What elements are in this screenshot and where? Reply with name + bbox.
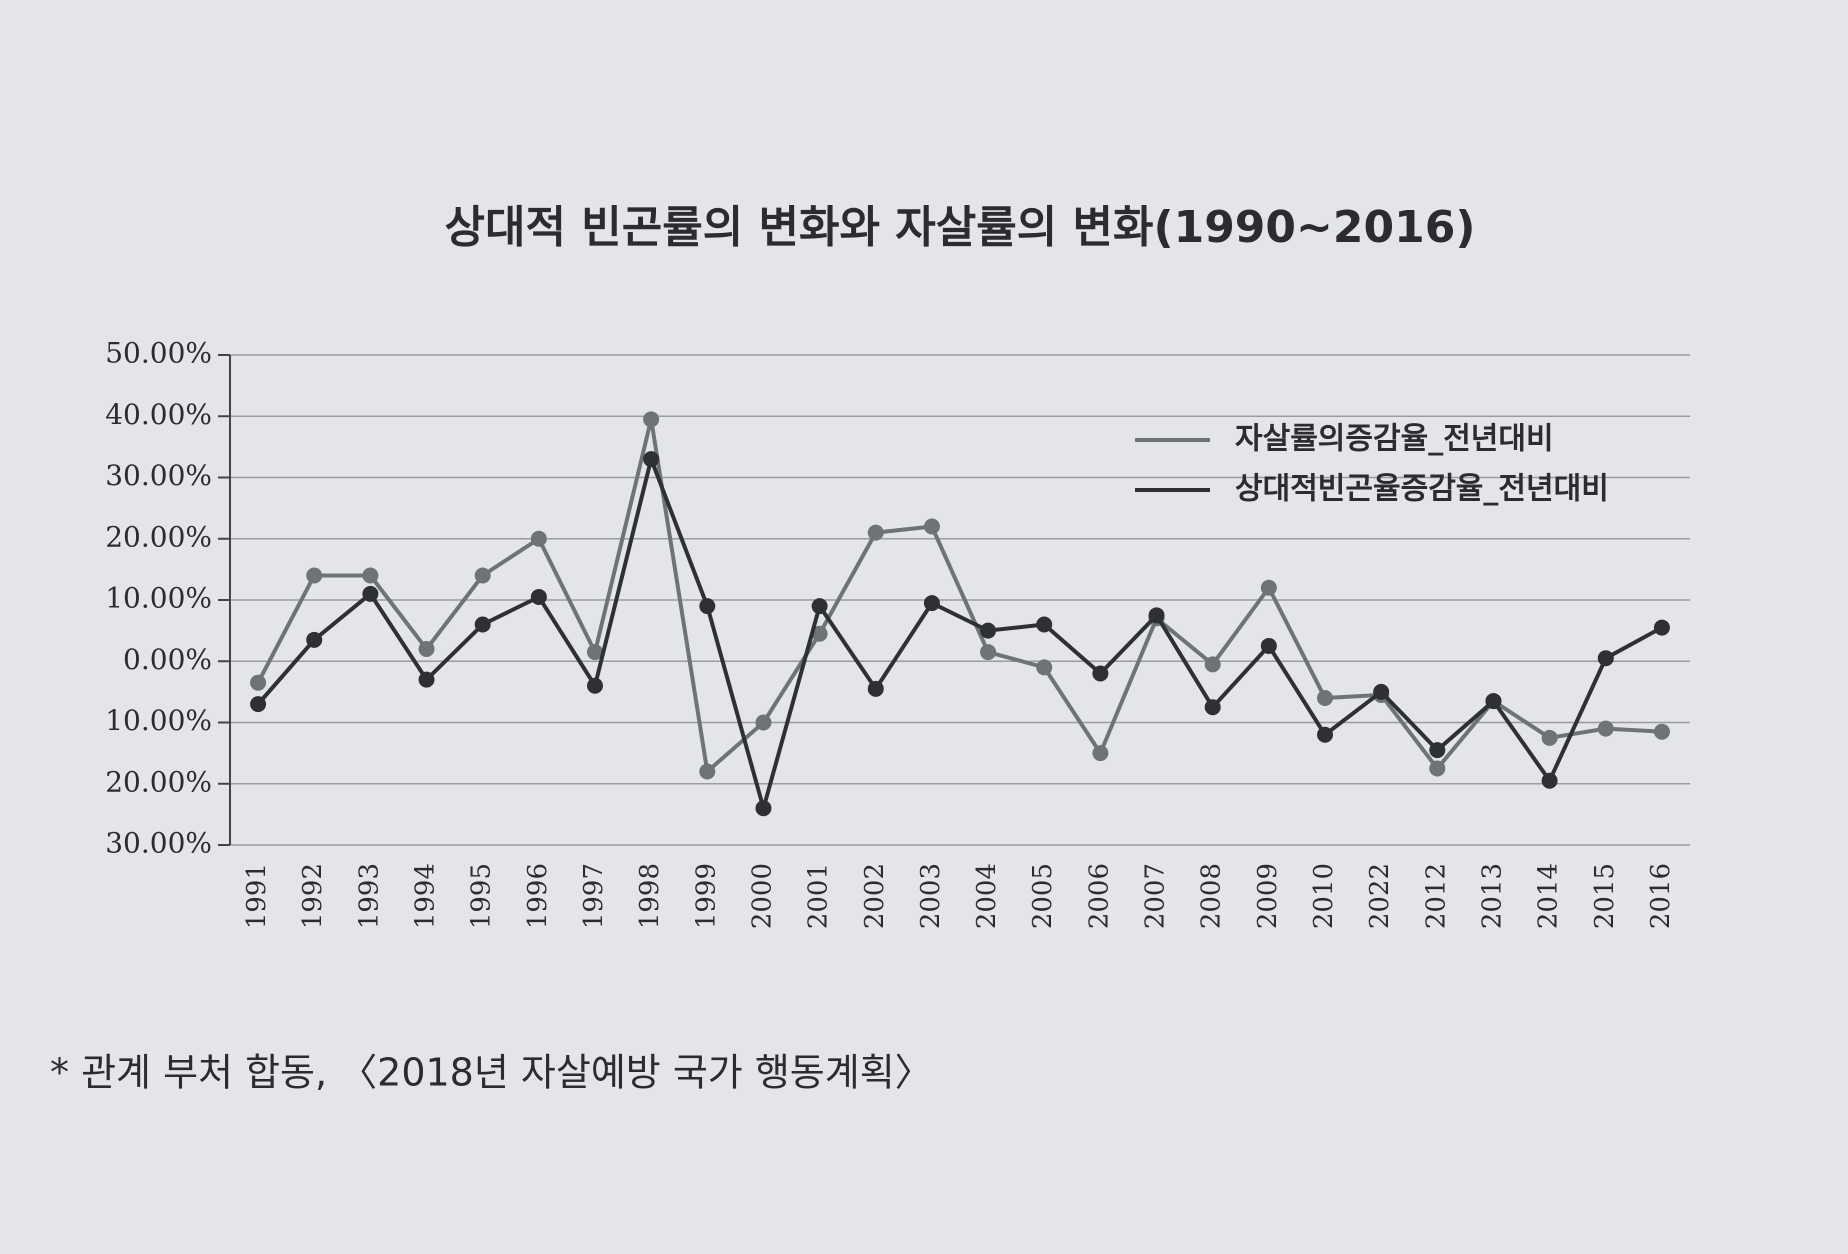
- x-tick-label: 2006: [1084, 863, 1114, 929]
- data-point: [1204, 656, 1221, 673]
- y-tick-label: 40.00%: [105, 398, 212, 431]
- data-point: [1429, 760, 1446, 777]
- x-tick-label: 2022: [1365, 863, 1395, 929]
- data-point: [923, 595, 940, 612]
- data-point: [1204, 699, 1221, 716]
- x-tick-label: 1995: [467, 863, 497, 929]
- data-point: [306, 631, 323, 648]
- y-tick-label: 50.00%: [105, 337, 212, 370]
- data-point: [1373, 683, 1390, 700]
- data-point: [1036, 616, 1053, 633]
- y-tick-label: 10.00%: [105, 582, 212, 615]
- data-point: [811, 625, 828, 642]
- x-tick-label: 2007: [1141, 863, 1171, 929]
- x-tick-label: 2008: [1197, 863, 1227, 929]
- x-tick-label: 2004: [972, 863, 1002, 929]
- x-tick-label: 1996: [523, 863, 553, 929]
- data-point: [1485, 693, 1502, 710]
- data-point: [811, 598, 828, 615]
- data-point: [643, 411, 660, 428]
- data-point: [418, 671, 435, 688]
- data-point: [1429, 742, 1446, 759]
- x-tick-label: 2015: [1590, 863, 1620, 929]
- x-tick-label: 1992: [298, 863, 328, 929]
- data-point: [867, 680, 884, 697]
- y-tick-label: 30.00%: [105, 827, 212, 860]
- data-point: [643, 451, 660, 468]
- y-tick-label: 0.00%: [123, 643, 212, 676]
- data-point: [474, 616, 491, 633]
- y-tick-label: 10.00%: [105, 704, 212, 737]
- legend-label: 자살률의증감율_전년대비: [1235, 422, 1554, 457]
- x-tick-label: 1994: [411, 863, 441, 929]
- data-point: [1317, 690, 1333, 706]
- x-tick-label: 2003: [916, 863, 946, 929]
- data-point: [1260, 579, 1277, 596]
- data-point: [1653, 619, 1670, 636]
- data-point: [418, 641, 435, 657]
- y-tick-label: 20.00%: [105, 765, 212, 798]
- data-point: [755, 800, 772, 817]
- data-point: [1092, 745, 1109, 762]
- data-point: [1317, 726, 1333, 743]
- x-tick-label: 2009: [1253, 863, 1283, 929]
- y-tick-label: 20.00%: [105, 520, 212, 553]
- data-point: [1260, 637, 1277, 654]
- x-tick-label: 2005: [1028, 863, 1058, 929]
- data-point: [1653, 723, 1670, 740]
- x-tick-label: 2010: [1309, 863, 1339, 929]
- x-tick-label: 1993: [354, 863, 384, 929]
- data-point: [587, 677, 603, 694]
- x-tick-label: 2016: [1646, 863, 1676, 929]
- x-tick-label: 1997: [579, 863, 609, 929]
- series-line: [256, 452, 1663, 816]
- x-tick-label: 2013: [1477, 863, 1507, 929]
- data-point: [1036, 659, 1053, 676]
- source-note: * 관계 부처 합동, 〈2018년 자살예방 국가 행동계획〉: [50, 1051, 933, 1095]
- data-point: [1148, 607, 1165, 624]
- data-point: [474, 567, 491, 584]
- data-point: [1541, 772, 1558, 789]
- data-point: [980, 644, 997, 661]
- data-point: [306, 567, 323, 584]
- data-point: [755, 714, 772, 731]
- x-tick-label: 2014: [1534, 863, 1564, 929]
- data-point: [867, 524, 884, 541]
- x-tick-label: 2000: [747, 863, 777, 929]
- data-point: [1092, 665, 1109, 682]
- x-tick-label: 2001: [804, 863, 834, 929]
- x-tick-label: 2002: [860, 863, 890, 929]
- x-tick-label: 1998: [635, 863, 665, 929]
- series-line: [256, 418, 1663, 776]
- data-point: [250, 674, 267, 691]
- data-point: [699, 763, 716, 780]
- data-point: [1541, 729, 1558, 746]
- data-point: [530, 588, 547, 605]
- data-point: [362, 567, 379, 584]
- x-tick-label: 1991: [242, 863, 272, 929]
- data-point: [923, 518, 940, 535]
- chart-title: 상대적 빈곤률의 변화와 자살률의 변화(1990~2016): [445, 202, 1476, 253]
- data-point: [587, 644, 603, 661]
- data-point: [699, 598, 716, 615]
- legend-label: 상대적빈곤율증감율_전년대비: [1235, 472, 1609, 507]
- data-point: [250, 696, 267, 713]
- x-tick-label: 2012: [1421, 863, 1451, 929]
- data-point: [980, 622, 997, 639]
- x-tick-label: 1999: [691, 863, 721, 929]
- data-point: [530, 530, 547, 547]
- data-point: [1597, 650, 1614, 667]
- data-point: [362, 585, 379, 602]
- y-tick-label: 30.00%: [105, 459, 212, 492]
- data-point: [1597, 720, 1614, 737]
